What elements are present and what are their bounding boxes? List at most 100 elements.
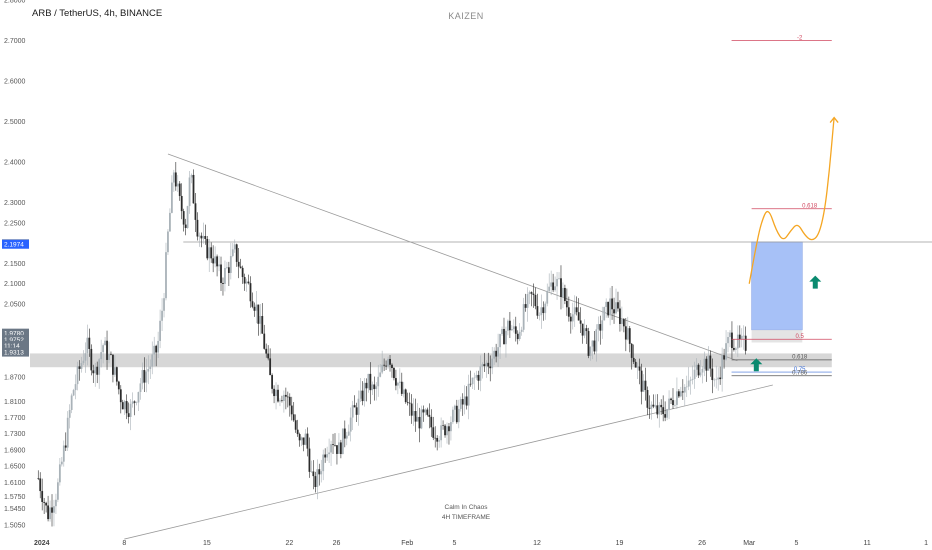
candle-body — [76, 366, 79, 385]
candle-body — [591, 340, 594, 347]
candle-body — [624, 326, 627, 340]
candle-body — [70, 395, 73, 410]
candle-body — [465, 396, 468, 406]
fib-label-4: 0.75 — [794, 367, 806, 373]
candle-body — [206, 238, 209, 259]
candle-body — [369, 373, 372, 391]
fib-label-1: 0.618 — [802, 204, 818, 210]
candle-body — [697, 364, 700, 376]
candle-body — [689, 379, 692, 381]
candle-body — [286, 396, 289, 398]
candle-body — [281, 400, 283, 401]
candle-body — [159, 320, 161, 341]
candle-body — [151, 354, 154, 367]
candle-body — [247, 281, 250, 284]
candle-body — [245, 281, 248, 284]
candle-body — [229, 256, 232, 273]
candle-body — [227, 267, 230, 273]
x-tick-label: 12 — [533, 540, 541, 547]
candle-body — [477, 374, 480, 381]
candle-body — [119, 389, 122, 403]
candle-body — [528, 292, 531, 295]
price-tag-bg — [2, 335, 29, 345]
candle-body — [485, 362, 488, 367]
candle-body — [538, 315, 541, 316]
candle-body — [169, 212, 171, 232]
candle-body — [699, 372, 702, 376]
candle-body — [143, 370, 146, 383]
candle-body — [727, 337, 729, 344]
candle-body — [455, 405, 458, 423]
candle-body — [577, 312, 580, 321]
candle-body — [740, 335, 743, 340]
candle-body — [39, 478, 42, 492]
candle-body — [188, 177, 191, 207]
candle-body — [524, 304, 527, 308]
candle-body — [273, 388, 275, 397]
candle-body — [387, 358, 389, 367]
candle-body — [190, 174, 193, 178]
candle-body — [57, 482, 59, 500]
candle-body — [216, 256, 218, 267]
candle-body — [499, 334, 501, 348]
candle-body — [113, 367, 116, 375]
candle-body — [66, 417, 69, 448]
candle-body — [90, 348, 93, 371]
candle-body — [127, 413, 130, 417]
candle-body — [565, 300, 568, 308]
candle-body — [585, 328, 588, 332]
candle-body — [330, 444, 332, 453]
candle-body — [674, 404, 676, 406]
candle-body — [408, 402, 411, 404]
candle-body — [459, 399, 462, 409]
candle-body — [72, 390, 75, 396]
candle-body — [738, 334, 741, 340]
candle-body — [552, 282, 555, 291]
candle-body — [609, 298, 612, 316]
candle-body — [357, 398, 360, 415]
candle-body — [51, 507, 53, 513]
candle-body — [733, 348, 735, 350]
candle-body — [463, 396, 466, 405]
y-tick-label: 2.2500 — [4, 220, 26, 227]
candle-body — [82, 360, 85, 364]
candle-body — [343, 428, 346, 439]
candle-body — [62, 445, 65, 462]
candle-body — [512, 326, 515, 330]
x-tick-label: 1 — [924, 540, 928, 547]
candle-body — [257, 304, 260, 324]
candle-body — [208, 247, 211, 259]
candle-body — [736, 334, 739, 349]
candle-body — [687, 380, 690, 387]
symbol-title: ARB / TetherUS, 4h, BINANCE — [32, 8, 162, 19]
candle-body — [681, 391, 684, 393]
candle-body — [341, 428, 344, 455]
candle-body — [660, 404, 663, 408]
candle-body — [336, 445, 338, 454]
candle-body — [607, 301, 610, 316]
candle-body — [361, 390, 364, 402]
candle-body — [632, 357, 635, 362]
candle-body — [347, 431, 350, 436]
price-tag-bg — [2, 347, 29, 357]
candle-body — [693, 369, 696, 379]
candle-body — [233, 244, 236, 250]
candle-body — [324, 454, 327, 458]
candle-body — [430, 416, 433, 428]
fib-label-5: 0.786 — [792, 371, 808, 377]
candle-body — [149, 366, 152, 369]
candle-body — [322, 454, 325, 472]
candle-body — [514, 326, 517, 334]
candle-body — [628, 328, 631, 344]
candle-body — [630, 343, 633, 358]
x-tick-label: 15 — [203, 540, 211, 547]
candle-body — [49, 507, 51, 520]
candle-body — [92, 370, 95, 374]
candle-body — [292, 414, 295, 421]
candle-body — [412, 411, 415, 416]
candle-body — [271, 375, 274, 389]
candle-body — [599, 324, 602, 331]
candle-body — [395, 378, 397, 386]
candle-body — [493, 350, 496, 359]
